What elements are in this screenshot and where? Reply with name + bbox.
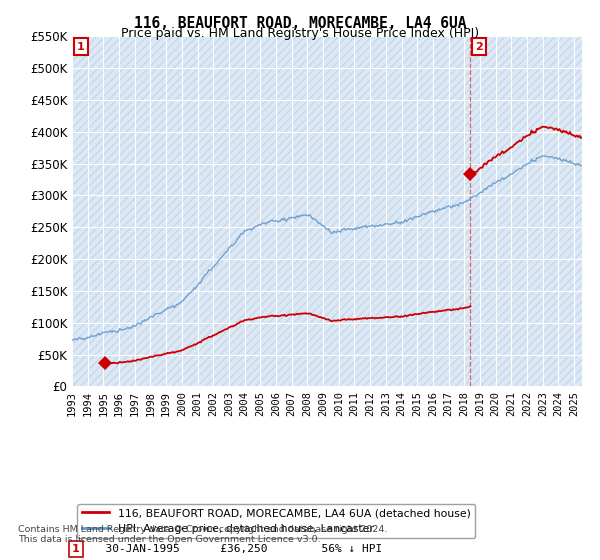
Text: 30-JAN-1995      £36,250        56% ↓ HPI: 30-JAN-1995 £36,250 56% ↓ HPI <box>92 544 383 554</box>
Text: Contains HM Land Registry data © Crown copyright and database right 2024.
This d: Contains HM Land Registry data © Crown c… <box>18 525 388 544</box>
Text: 1: 1 <box>77 41 85 52</box>
Text: 1: 1 <box>72 544 80 554</box>
Legend: 116, BEAUFORT ROAD, MORECAMBE, LA4 6UA (detached house), HPI: Average price, det: 116, BEAUFORT ROAD, MORECAMBE, LA4 6UA (… <box>77 504 475 538</box>
Text: 2: 2 <box>475 41 482 52</box>
Text: Price paid vs. HM Land Registry's House Price Index (HPI): Price paid vs. HM Land Registry's House … <box>121 27 479 40</box>
Text: 116, BEAUFORT ROAD, MORECAMBE, LA4 6UA: 116, BEAUFORT ROAD, MORECAMBE, LA4 6UA <box>134 16 466 31</box>
